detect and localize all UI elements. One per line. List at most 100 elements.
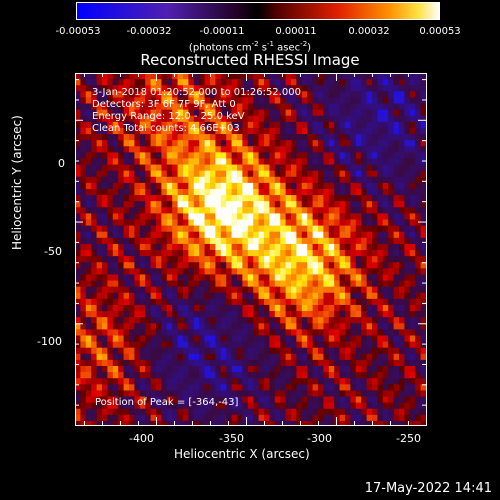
heatmap-cell [220,85,227,92]
heatmap-cell [204,280,211,288]
heatmap-cell [420,146,426,153]
heatmap-cell [220,256,227,263]
heatmap-cell [85,231,92,239]
heatmap-cell [204,396,211,404]
heatmap-cell [129,420,135,425]
heatmap-cell [134,91,141,99]
heatmap-cell [204,134,211,141]
heatmap-cell [134,170,141,178]
heatmap-cell [107,91,114,99]
heatmap-cell [204,195,211,202]
heatmap-cell [269,414,276,422]
heatmap-cell [85,372,92,379]
heatmap-cell [210,420,216,425]
heatmap-cell [215,134,222,141]
heatmap-cell [102,390,108,398]
heatmap-cell [75,207,81,214]
heatmap-cell [204,121,211,129]
heatmap-cell [210,152,216,160]
heatmap-cell [183,237,189,245]
heatmap-cell [307,378,314,385]
heatmap-cell [183,146,189,153]
heatmap-cell [388,201,395,208]
heatmap-cell [372,317,378,324]
heatmap-cell [420,286,426,294]
heatmap-cell [420,127,426,135]
heatmap-cell [102,134,108,141]
heatmap-cell [215,341,222,349]
heatmap-cell [123,225,130,233]
heatmap-cell [404,140,411,147]
heatmap-cell [393,237,400,245]
heatmap-cell [107,329,114,337]
heatmap-cell [269,213,276,221]
heatmap-cell [355,414,362,422]
heatmap-cell [188,207,195,214]
heatmap-cell [237,91,243,99]
heatmap-cell [129,335,135,343]
heatmap-cell [80,317,87,324]
heatmap-cell [301,109,308,117]
heatmap-cell [145,280,152,288]
colorbar-tick: -0.00011 [199,26,245,37]
heatmap-cell [204,182,211,190]
heatmap-cell [183,134,189,141]
heatmap-cell [296,207,303,214]
heatmap-cell [80,286,87,294]
heatmap-cell [188,378,195,385]
heatmap-cell [404,372,411,379]
heatmap-cell [296,243,303,251]
heatmap-cell [91,341,98,349]
heatmap-cell [172,201,179,208]
heatmap-cell [85,298,92,306]
heatmap-cell [177,365,184,373]
heatmap-cell [285,231,292,239]
heatmap-cell [280,335,287,343]
heatmap-cell [350,335,357,343]
heatmap-cell [204,256,211,263]
heatmap-cell [188,280,195,288]
heatmap-cell [328,420,335,425]
heatmap-cell [307,109,314,117]
heatmap-cell [188,127,195,135]
heatmap-cell [210,207,216,214]
heatmap-cell [318,268,324,276]
heatmap-cell [145,231,152,239]
heatmap-cell [193,384,200,392]
heatmap-cell [328,359,335,367]
heatmap-cell [258,274,265,282]
heatmap-cell [247,225,254,233]
heatmap-cell [318,396,324,404]
heatmap-cell [253,402,260,410]
heatmap-cell [323,152,330,160]
heatmap-cell [183,225,189,233]
heatmap-cell [161,317,168,324]
heatmap-cell [415,280,422,288]
heatmap-cell [118,73,125,80]
heatmap-cell [107,207,114,214]
heatmap-cell [161,201,168,208]
heatmap-cell [177,311,184,318]
heatmap-cell [177,127,184,135]
heatmap-cell [296,91,303,99]
heatmap-cell [193,286,200,294]
heatmap-cell [393,103,400,111]
heatmap-cell [420,109,426,117]
heatmap-cell [415,268,422,276]
heatmap-cell [96,292,103,300]
heatmap-cell [85,323,92,330]
heatmap-cell [361,347,368,355]
heatmap-cell [280,304,287,312]
heatmap-cell [112,341,119,349]
heatmap-cell [291,243,297,251]
heatmap-cell [291,414,297,422]
heatmap-cell [312,79,319,86]
heatmap-cell [231,127,238,135]
heatmap-cell [237,317,243,324]
heatmap-cell [258,79,265,86]
heatmap-cell [226,109,233,117]
heatmap-cell [231,231,238,239]
heatmap-cell [291,213,297,221]
heatmap-cell [318,390,324,398]
heatmap-cell [112,347,119,355]
